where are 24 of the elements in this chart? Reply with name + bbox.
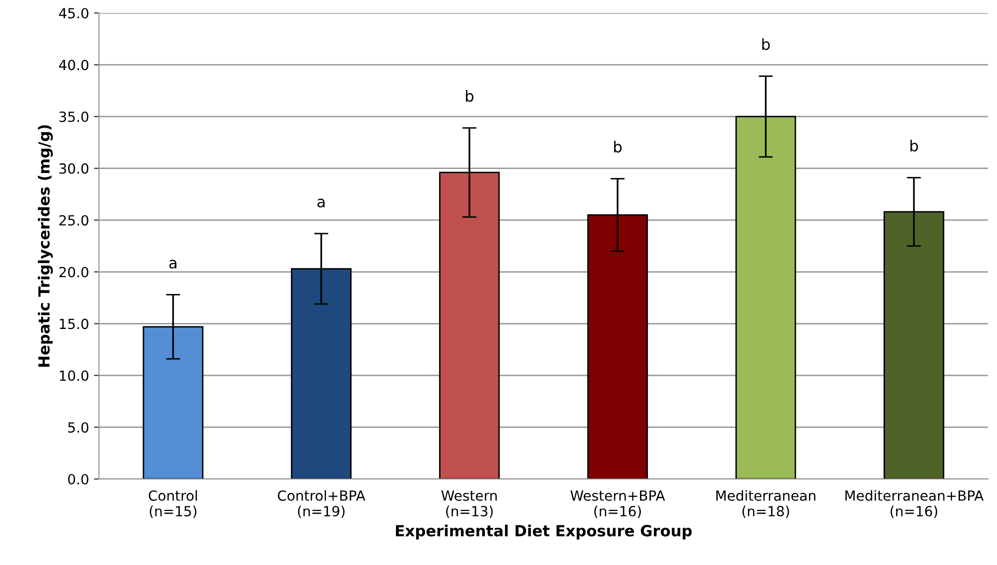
- y-tick-label: 5.0: [68, 422, 88, 433]
- y-axis-title: Hepatic Triglycerides (mg/g): [38, 125, 53, 367]
- y-tick-label: 10.0: [60, 370, 88, 381]
- y-tick-label: 30.0: [59, 163, 88, 174]
- y-tick-label: 40.0: [59, 60, 88, 70]
- y-tick-label: 15.0: [60, 318, 88, 330]
- x-tick-label: Western (n=13): [441, 490, 497, 518]
- x-tick-label: Mediterranean+BPA (n=16): [845, 490, 984, 518]
- annotation: b: [762, 38, 770, 50]
- x-tick-label: Control (n=15): [148, 490, 197, 518]
- annotation: b: [466, 90, 474, 102]
- x-axis-title: Experimental Diet Exposure Group: [396, 524, 692, 540]
- annotation: b: [910, 140, 918, 152]
- y-tick-label: 25.0: [59, 215, 88, 226]
- annotation: b: [614, 140, 622, 153]
- x-tick-label: Western+BPA (n=16): [570, 490, 666, 518]
- y-tick-label: 0.0: [68, 474, 88, 484]
- x-tick-label: Mediterranean (n=18): [716, 490, 816, 518]
- x-tick-label: Control+BPA (n=19): [278, 490, 366, 518]
- annotation: a: [317, 198, 325, 208]
- y-tick-label: 35.0: [59, 112, 88, 122]
- y-tick-label: 45.0: [59, 8, 88, 18]
- annotation: a: [169, 260, 176, 269]
- y-tick-label: 20.0: [59, 266, 88, 278]
